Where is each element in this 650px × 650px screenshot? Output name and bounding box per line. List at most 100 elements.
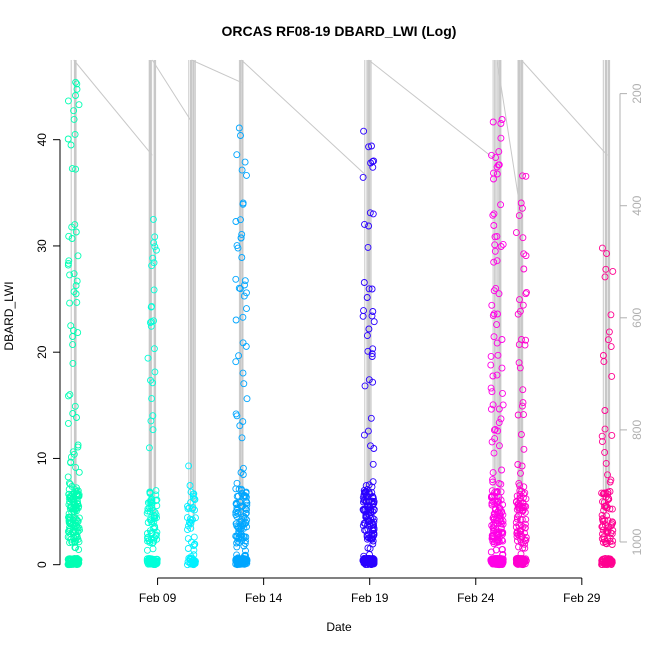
data-point [600,490,608,497]
data-point [72,78,80,86]
data-point [517,539,525,546]
data-point [487,384,495,392]
data-point [235,284,243,292]
data-point [365,222,373,230]
data-point [69,359,77,367]
data-point [241,540,249,547]
data-point [233,151,241,159]
data-point [490,310,498,318]
data-point [150,286,158,294]
data-point [515,359,523,367]
y-tick-label: 10 [35,451,49,465]
data-point [149,215,157,223]
data-point [598,244,606,252]
altitude-connector [151,59,192,122]
data-point [64,97,72,105]
data-point [190,495,198,503]
data-point [144,505,152,513]
y-tick-label: 20 [35,345,49,359]
data-point [243,395,251,403]
x-tick-label: Feb 19 [351,591,389,605]
data-point [242,489,250,497]
data-point [363,535,371,543]
data-point [243,556,251,564]
data-point [365,325,373,333]
data-point [360,279,368,286]
data-point [70,560,78,568]
data-point [602,459,610,467]
data-point [487,361,495,369]
data-point [499,389,506,397]
data-point [186,519,193,527]
data-point [516,307,524,315]
data-point [488,501,496,509]
data-point [490,175,497,183]
data-point [234,244,242,252]
data-point [369,526,377,534]
data-point [368,312,376,320]
data-point [73,414,80,421]
data-point [241,158,249,166]
right-tick-label: 1000 [630,528,644,555]
data-point [148,518,156,526]
data-point [598,557,606,565]
data-point [521,508,529,516]
altitude-connector [496,59,522,217]
data-point [520,445,528,453]
data-point [604,527,612,535]
data-point [368,353,376,360]
data-point [232,499,240,507]
data-point [73,85,81,93]
data-point [498,529,506,537]
data-point [369,308,377,315]
data-point [234,559,242,567]
data-point [74,500,82,508]
data-point [497,134,505,142]
data-point [150,345,158,353]
data-point [152,532,160,540]
data-point [514,411,522,419]
data-point [66,391,74,399]
data-point [65,257,73,265]
data-point [512,229,520,237]
data-point [489,469,497,477]
data-point [189,490,197,498]
data-point [70,288,78,296]
data-point [153,496,161,504]
data-point [499,517,507,525]
data-point [488,301,496,309]
data-point [601,516,609,524]
data-point [240,380,248,388]
data-point [516,556,524,564]
data-point [369,345,377,353]
data-point [522,290,530,298]
data-point [71,402,79,410]
data-point [515,479,523,487]
data-point [66,271,74,279]
data-point [523,288,530,296]
data-point [487,405,495,413]
data-point [72,463,80,471]
data-point [151,368,159,376]
data-point [363,332,371,340]
data-point [521,540,529,548]
data-point [490,449,498,457]
data-point [237,132,244,139]
data-point [369,163,377,171]
data-point [363,294,371,301]
altitude-connector [521,59,608,156]
data-point [67,560,75,568]
right-tick-label: 400 [630,195,644,215]
data-point [515,499,522,507]
data-point [72,282,80,290]
data-point [144,354,152,362]
data-point [602,265,610,273]
data-point [188,505,196,513]
data-point [184,535,192,543]
data-point [522,336,530,344]
data-point [495,148,503,156]
data-point [368,285,376,293]
data-point [73,277,81,285]
data-point [366,209,374,217]
data-point [74,329,82,337]
